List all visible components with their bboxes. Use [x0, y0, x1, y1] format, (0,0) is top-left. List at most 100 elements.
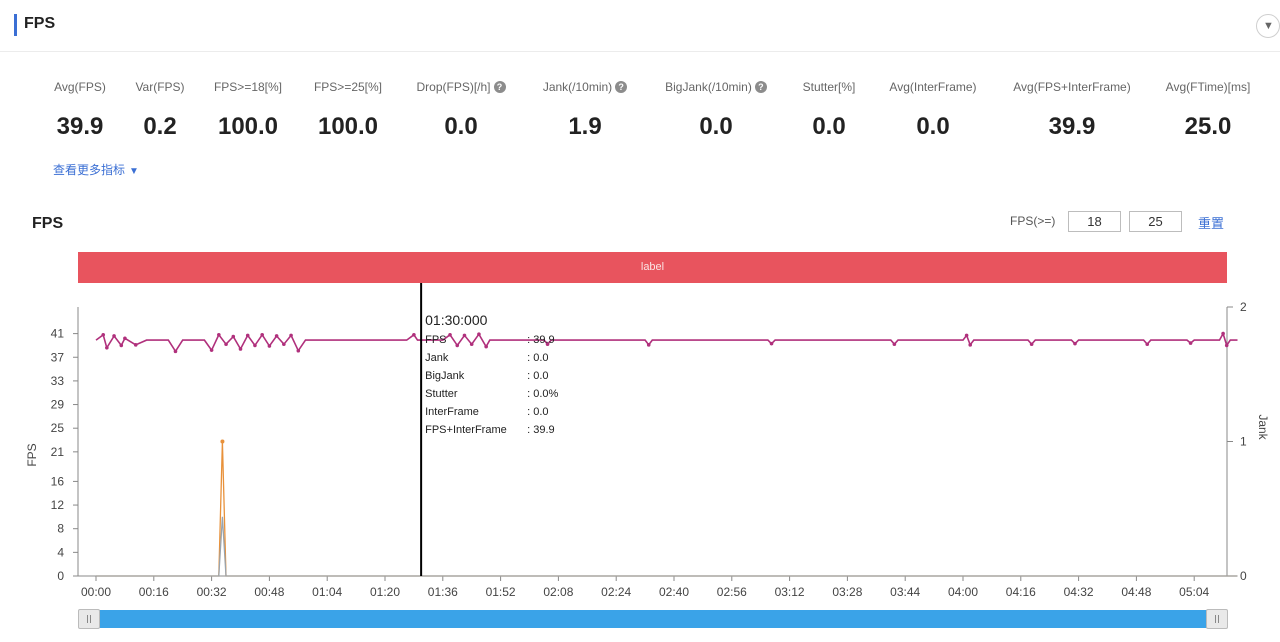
y-tick-label: 12 [51, 498, 65, 512]
tooltip-value: : 39.9 [527, 424, 555, 436]
tooltip-key: BigJank [425, 370, 465, 382]
x-tick-label: 00:48 [254, 585, 284, 599]
series-point [209, 348, 214, 352]
metric-label: Avg(FPS) [54, 80, 106, 94]
x-tick-label: 01:36 [428, 585, 458, 599]
collapse-button[interactable]: ▼ [1256, 14, 1280, 38]
metric-label: Var(FPS) [135, 80, 184, 94]
y2-tick-label: 1 [1240, 435, 1247, 449]
y-tick-label: 25 [51, 421, 65, 435]
series-point [462, 333, 467, 338]
fps-threshold-low-input[interactable] [1068, 211, 1121, 232]
series-point [964, 333, 969, 338]
y-tick-label: 16 [51, 474, 65, 488]
series-point [769, 341, 774, 346]
metric-9: Avg(FPS+InterFrame) 39.9 [1012, 78, 1132, 141]
scrollbar-right-handle[interactable] [1206, 609, 1228, 629]
help-icon[interactable]: ? [754, 81, 767, 93]
y-axis-title: FPS [25, 443, 39, 466]
metric-3: FPS>=25[%] 100.0 [288, 78, 408, 141]
caret-down-icon: ▼ [129, 166, 139, 177]
series-point [484, 344, 488, 349]
metric-label: Avg(FPS+InterFrame) [1013, 80, 1130, 94]
help-icon[interactable]: ? [493, 81, 506, 93]
y-tick-label: 29 [51, 398, 65, 412]
metric-value: 0.0 [699, 113, 733, 140]
series-point [1188, 341, 1193, 345]
section-header: FPS ▼ [0, 0, 1280, 52]
more-metrics-link[interactable]: 查看更多指标 ▼ [53, 161, 139, 178]
metric-label: Jank(/10min)? [543, 80, 628, 94]
metric-value: 100.0 [317, 113, 379, 140]
metric-8: Avg(InterFrame) 0.0 [873, 78, 993, 141]
metric-label-text: Avg(FTime)[ms] [1165, 80, 1251, 94]
scrollbar-left-handle[interactable] [78, 609, 100, 629]
metric-label: Drop(FPS)[/h]? [416, 80, 506, 94]
x-tick-label: 04:48 [1121, 585, 1151, 599]
tooltip-value: : 0.0% [527, 388, 558, 400]
metric-6: BigJank(/10min)? 0.0 [656, 78, 776, 141]
series-point [119, 343, 124, 348]
series-point [477, 332, 481, 336]
timeline-scrollbar[interactable] [78, 610, 1227, 628]
metric-value: 25.0 [1184, 113, 1232, 140]
metric-value: 0.0 [916, 113, 950, 140]
fps-threshold-label: FPS(>=) [1010, 214, 1056, 228]
series-point [274, 334, 279, 338]
series-point [1221, 331, 1225, 336]
series-point [1224, 343, 1229, 348]
series-point [1145, 342, 1150, 347]
x-tick-label: 01:20 [370, 585, 400, 599]
x-tick-label: 04:00 [948, 585, 978, 599]
series-point [545, 342, 550, 347]
help-icon[interactable]: ? [615, 81, 628, 93]
metric-value: 39.9 [1048, 113, 1096, 140]
x-tick-label: 04:16 [1006, 585, 1036, 599]
series-point [123, 336, 127, 341]
y2-tick-label: 2 [1240, 300, 1247, 314]
series-point [412, 332, 416, 337]
x-tick-label: 00:32 [197, 585, 227, 599]
y-tick-label: 37 [51, 350, 65, 364]
series-point [646, 343, 651, 347]
metric-10: Avg(FTime)[ms] 25.0 [1148, 78, 1268, 141]
series-point [455, 343, 460, 348]
x-tick-label: 03:44 [890, 585, 920, 599]
series-point [133, 343, 138, 347]
grip-icon [87, 615, 91, 623]
series-line-0 [95, 331, 1238, 353]
y-tick-label: 4 [57, 545, 64, 559]
y2-tick-label: 0 [1240, 569, 1247, 583]
reset-link[interactable]: 重置 [1198, 216, 1225, 231]
tooltip-time: 01:30:000 [425, 312, 487, 328]
metric-label-text: Drop(FPS)[/h] [416, 80, 491, 94]
series-point [289, 333, 293, 338]
jank-point [220, 439, 225, 444]
metric-label: BigJank(/10min)? [665, 80, 767, 94]
more-metrics-label: 查看更多指标 [53, 163, 126, 177]
metric-1: Var(FPS) 0.2 [100, 78, 220, 141]
series-point [448, 332, 452, 337]
metric-label: Avg(FTime)[ms] [1166, 80, 1251, 94]
tooltip-key: Jank [425, 352, 449, 364]
series-point [892, 342, 897, 347]
series-point [968, 343, 973, 347]
x-tick-label: 02:56 [717, 585, 747, 599]
chart-title: FPS [32, 215, 64, 232]
x-tick-label: 02:08 [543, 585, 573, 599]
series-point [173, 349, 178, 354]
series-point [296, 348, 301, 353]
series-point [267, 344, 272, 348]
tooltip-value: : 39.9 [527, 334, 555, 346]
metric-value: 0.2 [143, 113, 177, 140]
tooltip-key: FPS [425, 334, 446, 346]
fps-threshold-high-input[interactable] [1129, 211, 1182, 232]
series-point [224, 342, 228, 347]
label-banner[interactable]: label [78, 252, 1227, 283]
metric-4: Drop(FPS)[/h]? 0.0 [401, 78, 521, 141]
metric-label-text: Stutter[%] [802, 80, 856, 94]
x-tick-label: 04:32 [1064, 585, 1094, 599]
x-tick-label: 00:00 [81, 585, 111, 599]
tooltip-key: InterFrame [425, 406, 479, 418]
